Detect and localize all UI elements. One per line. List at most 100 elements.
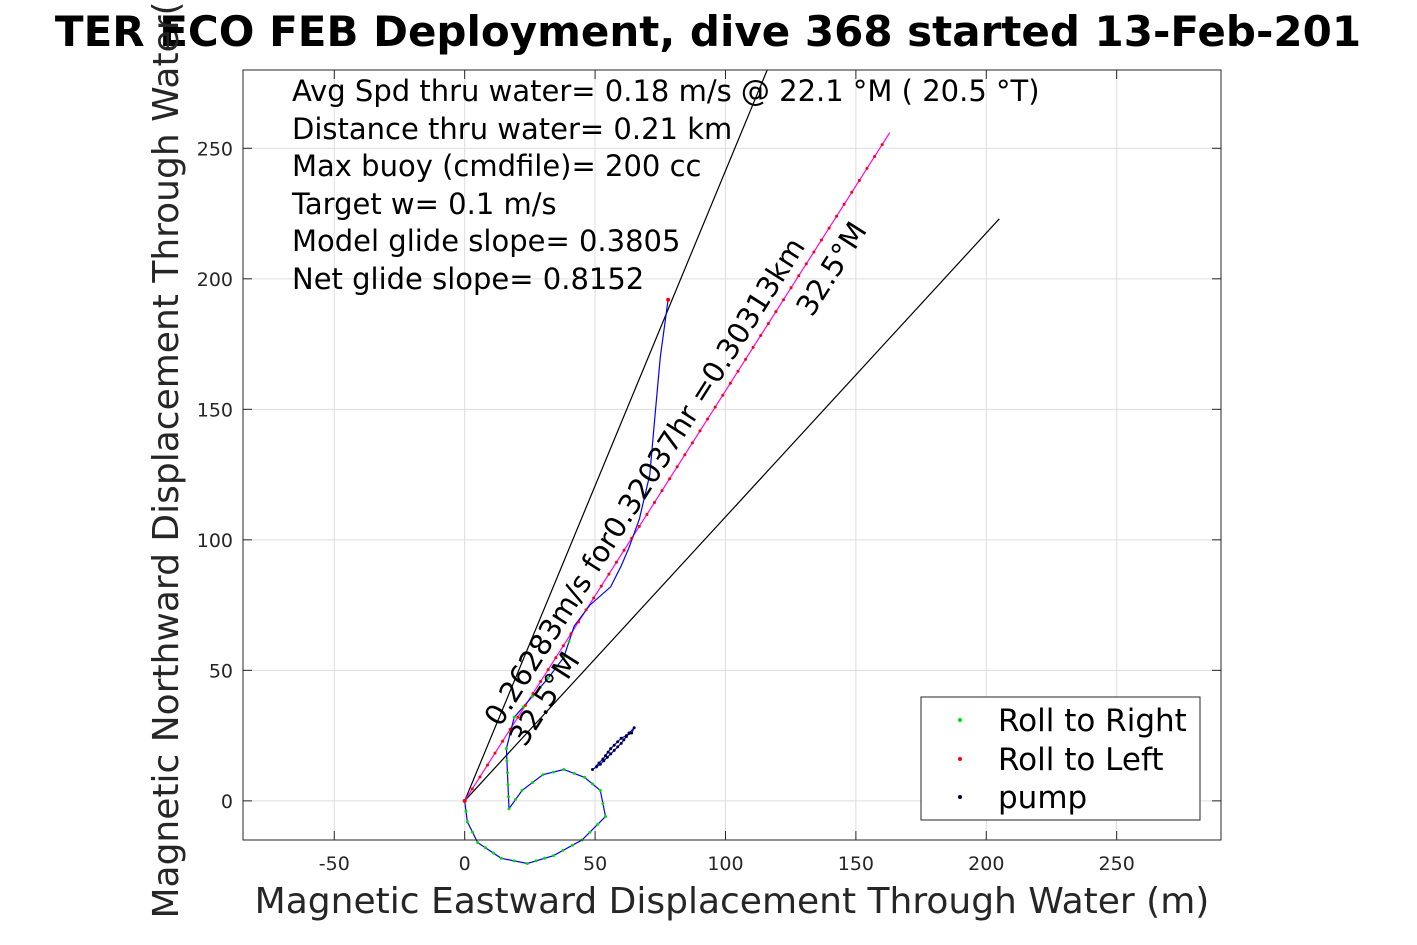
heading-speed-label: 0.26283m/s for0.32037hr =0.30313km bbox=[477, 232, 812, 732]
roll-left-point bbox=[592, 596, 596, 600]
roll-left-point bbox=[531, 692, 535, 695]
chart-title: TER ECO FEB Deployment, dive 368 started… bbox=[55, 7, 1361, 56]
roll-left-point bbox=[850, 190, 854, 194]
roll-left-point bbox=[653, 501, 656, 504]
roll-left-point bbox=[516, 715, 520, 719]
pump-point bbox=[606, 750, 610, 754]
legend-marker-pump bbox=[958, 795, 962, 799]
y-tick-label: 50 bbox=[209, 660, 233, 682]
roll-left-point bbox=[637, 524, 641, 528]
roll-left-point bbox=[584, 608, 588, 612]
annotation-line: Model glide slope= 0.3805 bbox=[292, 224, 680, 258]
pump-point bbox=[624, 734, 628, 738]
roll-right-point bbox=[543, 856, 547, 860]
roll-left-point bbox=[622, 548, 626, 552]
roll-right-point bbox=[506, 783, 510, 787]
pump-point bbox=[601, 757, 605, 761]
roll-left-point bbox=[827, 226, 831, 230]
roll-left-point bbox=[470, 787, 474, 791]
roll-left-point bbox=[462, 798, 467, 803]
roll-left-point bbox=[478, 775, 482, 779]
roll-left-point bbox=[751, 345, 755, 349]
roll-left-point bbox=[607, 572, 611, 576]
roll-right-point bbox=[583, 775, 587, 779]
roll-left-point bbox=[675, 465, 679, 469]
roll-left-point bbox=[615, 560, 618, 564]
x-tick-label: 50 bbox=[583, 853, 607, 875]
roll-left-point bbox=[721, 393, 725, 397]
roll-right-point bbox=[525, 862, 529, 865]
x-tick-label: 0 bbox=[459, 853, 471, 875]
pump-point bbox=[616, 745, 620, 749]
pump-point bbox=[619, 741, 623, 745]
pump-point bbox=[604, 754, 607, 758]
roll-left-point bbox=[690, 441, 694, 445]
roll-right-point bbox=[591, 782, 594, 786]
y-tick-label: 100 bbox=[197, 530, 233, 552]
roll-right-point bbox=[538, 685, 542, 689]
roll-left-point bbox=[666, 297, 671, 302]
roll-left-point bbox=[683, 453, 687, 457]
roll-left-point bbox=[645, 513, 649, 516]
roll-left-point bbox=[789, 286, 793, 290]
roll-right-point bbox=[534, 859, 538, 863]
roll-right-point bbox=[541, 773, 545, 777]
legend-marker-roll-right bbox=[958, 718, 962, 722]
roll-right-point bbox=[512, 715, 516, 719]
cone-right-line bbox=[464, 218, 1000, 802]
y-axis-label: Magnetic Northward Displacement Through … bbox=[146, 1, 187, 918]
roll-left-point bbox=[766, 322, 770, 326]
roll-right-point bbox=[465, 820, 469, 824]
roll-right-point bbox=[562, 655, 566, 659]
legend-marker-roll-left bbox=[958, 757, 962, 761]
roll-right-point bbox=[601, 802, 605, 805]
annotation-line: Distance thru water= 0.21 km bbox=[292, 112, 732, 146]
pump-point bbox=[622, 738, 626, 742]
pump-point bbox=[609, 752, 613, 756]
pump-point bbox=[632, 726, 636, 730]
annotation-line: Max buoy (cmdfile)= 200 cc bbox=[292, 149, 701, 183]
roll-right-point bbox=[551, 770, 555, 774]
roll-left-point bbox=[820, 238, 823, 242]
roll-left-point bbox=[599, 584, 603, 588]
roll-right-point bbox=[471, 830, 474, 834]
roll-right-point bbox=[505, 759, 509, 763]
roll-left-point bbox=[842, 202, 846, 206]
roll-right-point bbox=[551, 854, 555, 858]
roll-right-point bbox=[596, 822, 600, 826]
roll-left-point bbox=[577, 620, 580, 624]
legend: Roll to Right Roll to Left pump bbox=[920, 696, 1201, 821]
roll-right-point bbox=[562, 768, 566, 771]
legend-roll-right: Roll to Right bbox=[998, 703, 1187, 739]
roll-left-point bbox=[660, 489, 664, 493]
roll-left-point bbox=[706, 417, 710, 421]
pump-point bbox=[609, 747, 613, 751]
roll-left-point bbox=[880, 143, 884, 147]
roll-left-point bbox=[546, 668, 550, 672]
roll-right-point bbox=[531, 694, 534, 698]
annotation-line: Avg Spd thru water= 0.18 m/s @ 22.1 °M (… bbox=[292, 74, 1040, 108]
pump-point bbox=[616, 740, 620, 744]
roll-right-point bbox=[531, 781, 534, 785]
roll-right-point bbox=[504, 747, 508, 751]
roll-left-point bbox=[539, 680, 543, 683]
x-tick-label: -50 bbox=[319, 853, 350, 875]
annotation-line: Target w= 0.1 m/s bbox=[291, 187, 557, 221]
roll-left-point bbox=[865, 166, 869, 170]
x-axis-label: Magnetic Eastward Displacement Through W… bbox=[255, 881, 1210, 922]
roll-left-point bbox=[713, 405, 717, 409]
grid bbox=[243, 70, 1221, 840]
x-ticks: -50 0 50 100 150 200 250 bbox=[319, 70, 1135, 875]
roll-right-point bbox=[508, 731, 512, 735]
roll-right-point bbox=[491, 851, 495, 855]
roll-left-point bbox=[508, 727, 512, 731]
pump-point bbox=[612, 743, 616, 747]
cone-left-line bbox=[464, 69, 768, 802]
roll-left-point bbox=[804, 262, 808, 266]
plot-points bbox=[462, 143, 884, 865]
x-tick-label: 100 bbox=[707, 853, 743, 875]
roll-left-point bbox=[759, 334, 763, 337]
roll-left-point bbox=[857, 178, 861, 182]
roll-left-point bbox=[835, 214, 839, 218]
roll-right-point bbox=[520, 788, 524, 792]
